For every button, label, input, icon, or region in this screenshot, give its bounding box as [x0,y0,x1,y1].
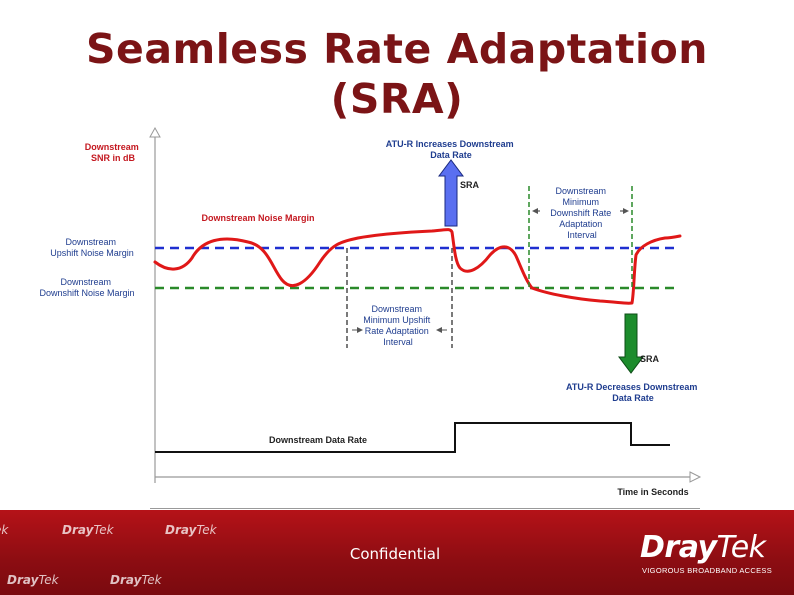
sra-down-arrow [618,313,644,374]
data-rate-label: Downstream Data Rate [269,435,367,445]
upshift-margin-label: Downstream Upshift Noise Margin [50,237,134,258]
sra-down-label: SRA [640,354,660,364]
snr-curve [153,228,682,305]
footer-divider [150,508,700,509]
x-axis-arrowhead [689,471,702,483]
footer-band: DrayTek DrayTek DrayTek DrayTek ek [0,510,794,595]
y-axis-label: Downstream SNR in dB [85,142,142,163]
watermark-logo: ek [0,523,9,537]
downshift-margin-label: Downstream Downshift Noise Margin [39,277,134,298]
downshift-interval-label: Downstream Minimum Downshift Rate Adapta… [550,186,614,240]
sra-diagram: Downstream SNR in dB Downstream Upshift … [39,126,702,497]
draytek-logo: DrayTek [640,530,766,565]
slide-title: Seamless Rate Adaptation (SRA) [0,24,794,124]
confidential-label: Confidential [349,545,441,563]
slide-title-line2: (SRA) [330,75,464,123]
decrease-footer: ATU-R Decreases Downstream Data Rate [566,382,700,403]
sra-up-label: SRA [460,180,480,190]
data-rate-step [155,422,670,453]
watermark-logo: DrayTek [165,523,217,537]
brand-tagline: VIGOROUS BROADBAND ACCESS [642,566,773,575]
sra-up-arrow [438,159,464,227]
noise-margin-label: Downstream Noise Margin [201,213,314,223]
x-axis-label: Time in Seconds [617,487,688,497]
y-axis-arrowhead [149,126,161,138]
upshift-interval-label: Downstream Minimum Upshift Rate Adaptati… [363,304,433,347]
watermark-logo: DrayTek [7,573,59,587]
increase-header: ATU-R Increases Downstream Data Rate [386,139,516,160]
watermark-logo: DrayTek [110,573,162,587]
slide-title-line1: Seamless Rate Adaptation [86,25,708,73]
watermark-logo: DrayTek [62,523,114,537]
